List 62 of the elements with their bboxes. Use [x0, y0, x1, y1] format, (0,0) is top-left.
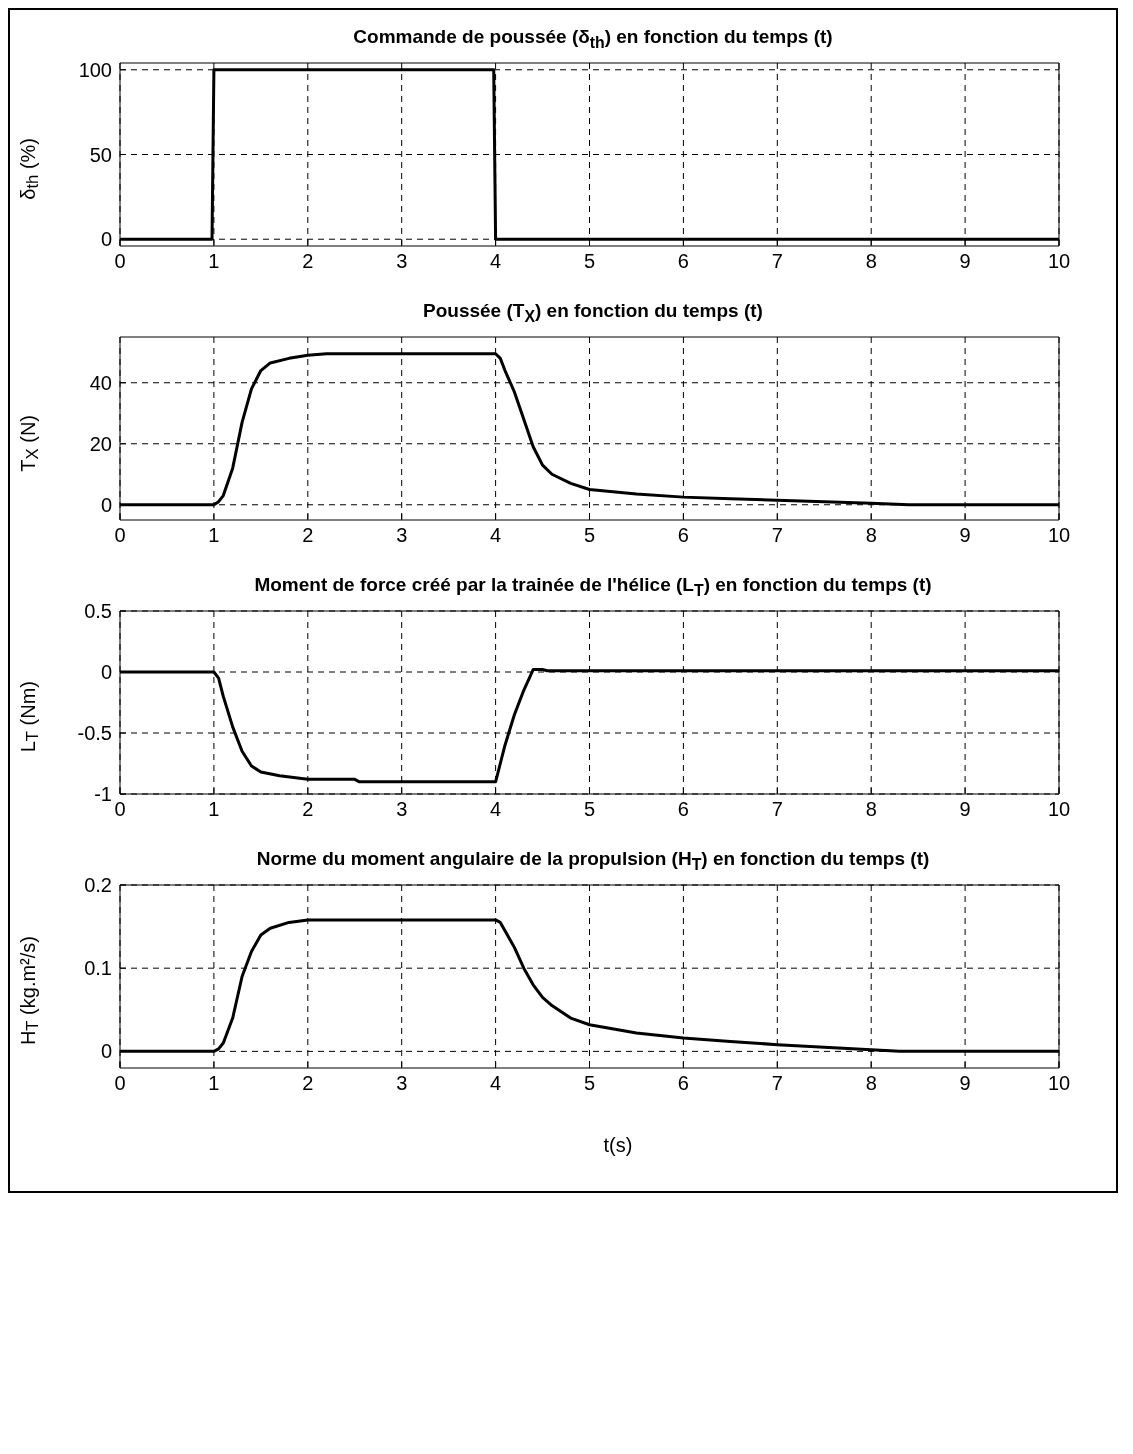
y-tick-label: 0.5: [84, 600, 112, 623]
x-tick-label: 9: [959, 798, 971, 821]
y-tick-label: -0.5: [77, 722, 112, 745]
x-tick-label: 7: [771, 1072, 783, 1095]
x-tick-label: 7: [771, 524, 783, 547]
chart-title: Moment de force créé par la trainée de l'hélice (L$_{T}$) en fonction du temps (t): [254, 574, 932, 599]
x-tick-label: 0: [114, 524, 126, 547]
x-tick-label: 5: [583, 798, 596, 821]
x-tick-label: 3: [396, 1072, 408, 1095]
y-tick-label: -1: [94, 783, 112, 806]
x-tick-label: 4: [490, 798, 502, 821]
x-tick-label: 6: [677, 524, 689, 547]
x-tick-label: 9: [959, 524, 971, 547]
x-tick-label: 10: [1047, 524, 1071, 547]
x-tick-label: 8: [865, 798, 877, 821]
x-tick-label: 3: [396, 798, 408, 821]
chart-title: Commande de poussée (δ$_{th}$) en fonction du temps (t): [352, 25, 834, 53]
x-tick-label: 9: [959, 1072, 971, 1095]
x-tick-label: 0: [114, 250, 126, 273]
x-tick-label: 3: [396, 524, 408, 547]
y-tick-label: 50: [89, 143, 112, 166]
x-tick-label: 5: [583, 524, 596, 547]
x-tick-label: 10: [1047, 250, 1071, 273]
x-tick-label: 1: [208, 250, 220, 273]
x-tick-label: 7: [771, 250, 783, 273]
x-tick-label: 2: [302, 524, 314, 547]
x-tick-label: 0: [114, 1072, 126, 1095]
y-tick-label: 100: [78, 58, 112, 81]
x-tick-label: 8: [865, 1072, 877, 1095]
x-tick-label: 6: [677, 798, 689, 821]
y-tick-label: 0.2: [84, 874, 112, 897]
x-tick-label: 3: [396, 250, 408, 273]
x-tick-label: 5: [583, 1072, 596, 1095]
y-tick-label: 0.1: [84, 957, 112, 980]
x-tick-label: 10: [1047, 1072, 1071, 1095]
x-tick-label: 6: [677, 250, 689, 273]
x-axis-title: t(s): [602, 1134, 634, 1157]
x-tick-label: 2: [302, 250, 314, 273]
y-tick-label: 0: [100, 228, 112, 251]
x-tick-label: 2: [302, 798, 314, 821]
x-tick-label: 1: [208, 798, 220, 821]
x-tick-label: 8: [865, 524, 877, 547]
y-tick-label: 0: [100, 661, 112, 684]
y-tick-label: 20: [89, 432, 112, 455]
x-tick-label: 4: [490, 524, 502, 547]
x-tick-label: 8: [865, 250, 877, 273]
y-tick-label: 0: [100, 1040, 112, 1063]
x-tick-label: 6: [677, 1072, 689, 1095]
chart-title: Norme du moment angulaire de la propulsion (H$_{T}$) en fonction du temps (t): [256, 848, 930, 873]
x-tick-label: 9: [959, 250, 971, 273]
x-tick-label: 1: [208, 1072, 220, 1095]
y-tick-label: 0: [100, 493, 112, 516]
chart-title: Poussée (T$_{X}$) en fonction du temps (t): [422, 299, 764, 327]
x-tick-label: 7: [771, 798, 783, 821]
x-tick-label: 10: [1047, 798, 1071, 821]
x-tick-label: 1: [208, 524, 220, 547]
x-tick-label: 4: [490, 1072, 502, 1095]
x-tick-label: 5: [583, 250, 596, 273]
x-tick-label: 2: [302, 1072, 314, 1095]
y-tick-label: 40: [89, 371, 112, 394]
x-tick-label: 0: [114, 798, 126, 821]
x-tick-label: 4: [490, 250, 502, 273]
